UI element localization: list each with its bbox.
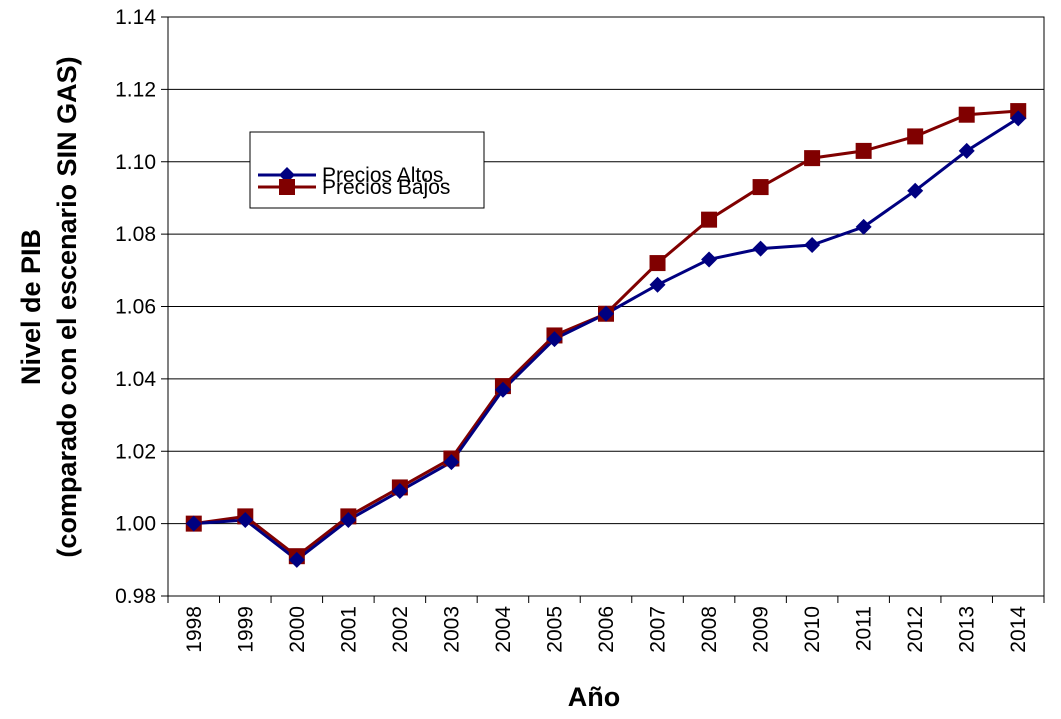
x-tick-label: 2006 xyxy=(595,606,618,653)
x-tick-label: 2005 xyxy=(543,606,566,653)
x-tick-label: 2002 xyxy=(389,606,412,653)
series-markers-precios-altos xyxy=(185,110,1027,568)
data-point-diamond xyxy=(1010,110,1027,127)
x-tick-label: 1998 xyxy=(183,606,206,653)
y-axis-title-line1: Nivel de PIB xyxy=(16,229,46,385)
x-tick-label: 2007 xyxy=(647,606,670,653)
gridlines xyxy=(168,16,1044,525)
y-tick-label: 1.06 xyxy=(115,296,156,319)
data-point-diamond xyxy=(288,551,305,568)
data-point-diamond xyxy=(443,454,460,471)
data-point-diamond xyxy=(546,331,563,348)
y-tick-label: 1.08 xyxy=(115,223,156,246)
data-point-square xyxy=(649,255,666,272)
series-layer xyxy=(185,103,1027,568)
x-tick-label: 2014 xyxy=(1007,606,1030,653)
x-tick-label: 2013 xyxy=(956,606,979,653)
y-tick-label: 1.00 xyxy=(115,513,156,536)
x-tick-label: 2004 xyxy=(492,606,515,653)
legend-label-precios-altos: Precios Altos xyxy=(322,164,443,187)
y-tick-label: 1.02 xyxy=(115,440,156,463)
data-point-square xyxy=(907,128,924,145)
x-tick-label: 2008 xyxy=(698,606,721,653)
legend-item-precios-bajos: Precios Bajos xyxy=(258,176,450,199)
x-tick-label: 2003 xyxy=(440,606,463,653)
data-point-diamond xyxy=(701,251,718,268)
data-point-diamond xyxy=(494,381,511,398)
data-point-diamond xyxy=(907,182,924,199)
data-point-square xyxy=(804,150,821,167)
data-point-diamond xyxy=(855,218,872,235)
data-point-diamond xyxy=(804,236,821,253)
x-axis: 1998 1999 2000 2001 2002 2003 2004 2005 2006 2007… xyxy=(167,596,1045,653)
legend-label-precios-bajos: Precios Bajos xyxy=(322,176,450,199)
data-point-diamond xyxy=(185,515,202,532)
x-tick-label: 2011 xyxy=(853,606,876,651)
data-point-diamond xyxy=(237,512,254,529)
data-point-square xyxy=(701,211,718,228)
y-tick-label: 1.04 xyxy=(115,368,156,391)
data-point-diamond xyxy=(340,512,357,529)
data-point-diamond xyxy=(649,276,666,293)
x-tick-label: 2001 xyxy=(337,606,360,653)
data-point-square xyxy=(855,142,872,159)
data-point-diamond xyxy=(598,305,614,322)
y-tick-label: 1.12 xyxy=(115,78,156,101)
y-axis: 0.98 1.00 1.02 1.04 1.06 1.08 1.10 1.12 1.14 xyxy=(115,6,168,608)
x-tick-label: 2009 xyxy=(750,606,773,653)
y-tick-label: 0.98 xyxy=(115,585,156,608)
legend-square-marker xyxy=(279,179,295,195)
x-tick-label: 1999 xyxy=(234,606,257,653)
data-point-square xyxy=(752,179,769,196)
y-tick-label: 1.10 xyxy=(115,151,156,174)
data-point-diamond xyxy=(391,483,408,500)
x-tick-label: 2012 xyxy=(904,606,927,653)
data-point-diamond xyxy=(958,142,975,159)
data-point-diamond xyxy=(752,240,769,257)
y-tick-label: 1.14 xyxy=(115,6,156,29)
data-point-square xyxy=(958,106,975,123)
legend: Precios Altos Precios Bajos xyxy=(249,131,485,209)
x-tick-label: 2010 xyxy=(801,606,824,653)
y-axis-title-line2: (comparado con el escenario SIN GAS) xyxy=(52,56,82,557)
x-axis-title: Año xyxy=(568,682,620,712)
x-tick-label: 2000 xyxy=(286,606,309,653)
